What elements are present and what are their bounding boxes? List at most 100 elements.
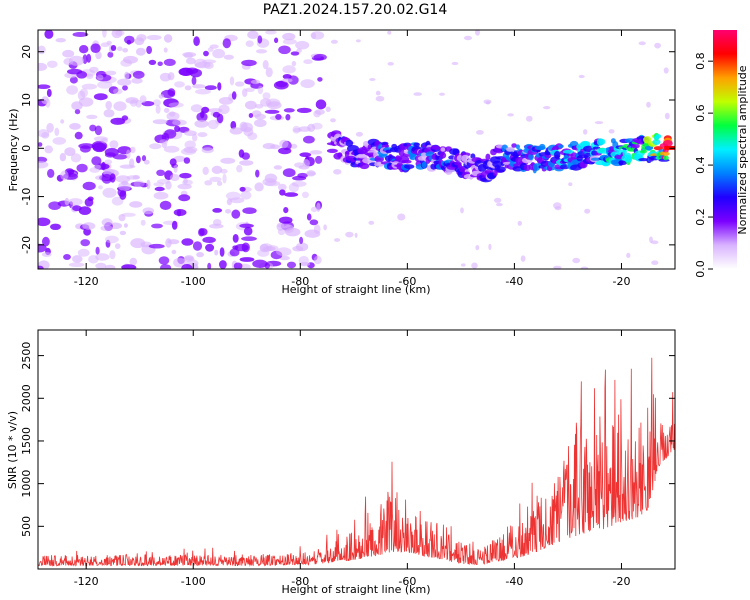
heatmap-cell xyxy=(185,57,196,65)
heatmap-cell xyxy=(134,37,145,46)
heatmap-cell xyxy=(299,152,312,157)
heatmap-cell xyxy=(532,163,541,171)
heatmap-cell xyxy=(663,155,669,161)
heatmap-cell xyxy=(233,262,243,269)
heatmap-cell xyxy=(124,71,130,80)
heatmap-cell xyxy=(337,152,343,159)
heatmap-cell xyxy=(38,161,49,169)
heatmap-cell xyxy=(273,165,283,170)
heatmap-cell xyxy=(283,207,289,214)
heatmap-cell xyxy=(257,35,263,44)
heatmap-cell xyxy=(291,181,307,187)
heatmap-cell xyxy=(203,50,209,57)
heatmap-cell xyxy=(403,159,412,164)
heatmap-cell xyxy=(115,175,131,183)
heatmap-cell xyxy=(163,34,173,43)
heatmap-cell xyxy=(102,30,107,38)
heatmap-cell xyxy=(264,109,280,114)
heatmap-cell xyxy=(278,45,291,55)
heatmap-cell xyxy=(242,88,248,97)
heatmap-cell xyxy=(38,243,47,253)
heatmap-cell xyxy=(135,47,146,56)
heatmap-cell xyxy=(229,127,243,135)
heatmap-cell xyxy=(217,82,222,91)
heatmap-cell xyxy=(309,219,319,226)
heatmap-cell xyxy=(130,99,138,107)
heatmap-cell xyxy=(219,260,227,269)
heatmap-cell xyxy=(282,38,297,45)
heatmap-cell xyxy=(507,113,514,117)
heatmap-cell xyxy=(151,223,163,229)
heatmap-cell xyxy=(52,137,67,145)
heatmap-cell xyxy=(173,163,178,173)
heatmap-cell xyxy=(553,265,562,269)
heatmap-cell xyxy=(82,181,96,191)
heatmap-cell xyxy=(123,223,128,228)
heatmap-cell xyxy=(239,257,255,262)
heatmap-cell xyxy=(212,111,221,118)
x-tick-label: -20 xyxy=(612,575,630,588)
heatmap-cell xyxy=(250,79,261,85)
colorbar-tick-label: 0.4 xyxy=(694,156,707,174)
heatmap-cell xyxy=(439,92,445,96)
heatmap-cell xyxy=(290,51,300,56)
heatmap-cell xyxy=(148,59,157,65)
heatmap-cell xyxy=(119,164,136,169)
heatmap-cell xyxy=(255,169,260,178)
snr-y-ticks: 500 1000 1500 2000 2500 xyxy=(20,342,675,537)
heatmap-cell xyxy=(72,32,89,37)
heatmap-cell xyxy=(183,52,194,59)
heatmap-cell xyxy=(287,75,299,85)
heatmap-cell xyxy=(146,34,162,41)
heatmap-cell xyxy=(239,160,254,166)
heatmap-cell xyxy=(259,243,269,253)
heatmap-cell xyxy=(404,164,415,170)
heatmap-cell xyxy=(262,92,271,100)
heatmap-cell xyxy=(148,243,165,249)
heatmap-cell xyxy=(141,155,147,162)
heatmap-cell xyxy=(178,194,191,202)
chart-title: PAZ1.2024.157.20.02.G14 xyxy=(263,2,448,18)
heatmap-cell xyxy=(131,77,143,84)
heatmap-cell xyxy=(231,209,241,219)
y-tick-label: 0 xyxy=(20,145,33,152)
heatmap-cell xyxy=(297,172,308,179)
heatmap-cell xyxy=(46,88,52,98)
heatmap-cell xyxy=(44,30,54,39)
heatmap-cell xyxy=(140,219,146,226)
heatmap-cell xyxy=(204,85,217,91)
heatmap-cell xyxy=(654,42,661,49)
heatmap-cell xyxy=(375,95,385,102)
x-tick-label: -120 xyxy=(74,575,99,588)
heatmap-cell xyxy=(118,214,126,222)
heatmap-cell xyxy=(171,220,178,230)
heatmap-cell xyxy=(192,133,198,142)
heatmap-cell xyxy=(599,138,606,145)
y-tick-label: -10 xyxy=(20,188,33,206)
heatmap-cell xyxy=(632,143,640,149)
heatmap-cell xyxy=(278,216,293,224)
heatmap-cell xyxy=(355,131,363,137)
heatmap-cell xyxy=(48,201,62,210)
heatmap-cell xyxy=(76,163,88,173)
heatmap-cell xyxy=(77,248,90,257)
heatmap-cell xyxy=(157,179,171,184)
heatmap-cell xyxy=(222,173,227,184)
heatmap-cell xyxy=(310,206,318,213)
heatmap-cell xyxy=(86,53,92,63)
x-tick-label: -60 xyxy=(398,275,416,288)
heatmap-cell xyxy=(183,178,188,184)
heatmap-cell xyxy=(231,91,237,100)
heatmap-cell xyxy=(69,123,81,130)
heatmap-cell xyxy=(554,154,560,159)
heatmap-cell xyxy=(265,67,273,78)
heatmap-cell xyxy=(219,247,225,257)
heatmap-cell xyxy=(528,153,534,161)
colorbar-tick-label: 0.0 xyxy=(694,260,707,278)
heatmap-cell xyxy=(182,52,197,58)
heatmap-cell xyxy=(214,249,219,256)
heatmap-cell xyxy=(485,101,491,105)
colorbar-label: Normalized spectral amplitude xyxy=(736,65,749,234)
heatmap-cell xyxy=(89,124,97,132)
heatmap-cell xyxy=(212,48,226,59)
